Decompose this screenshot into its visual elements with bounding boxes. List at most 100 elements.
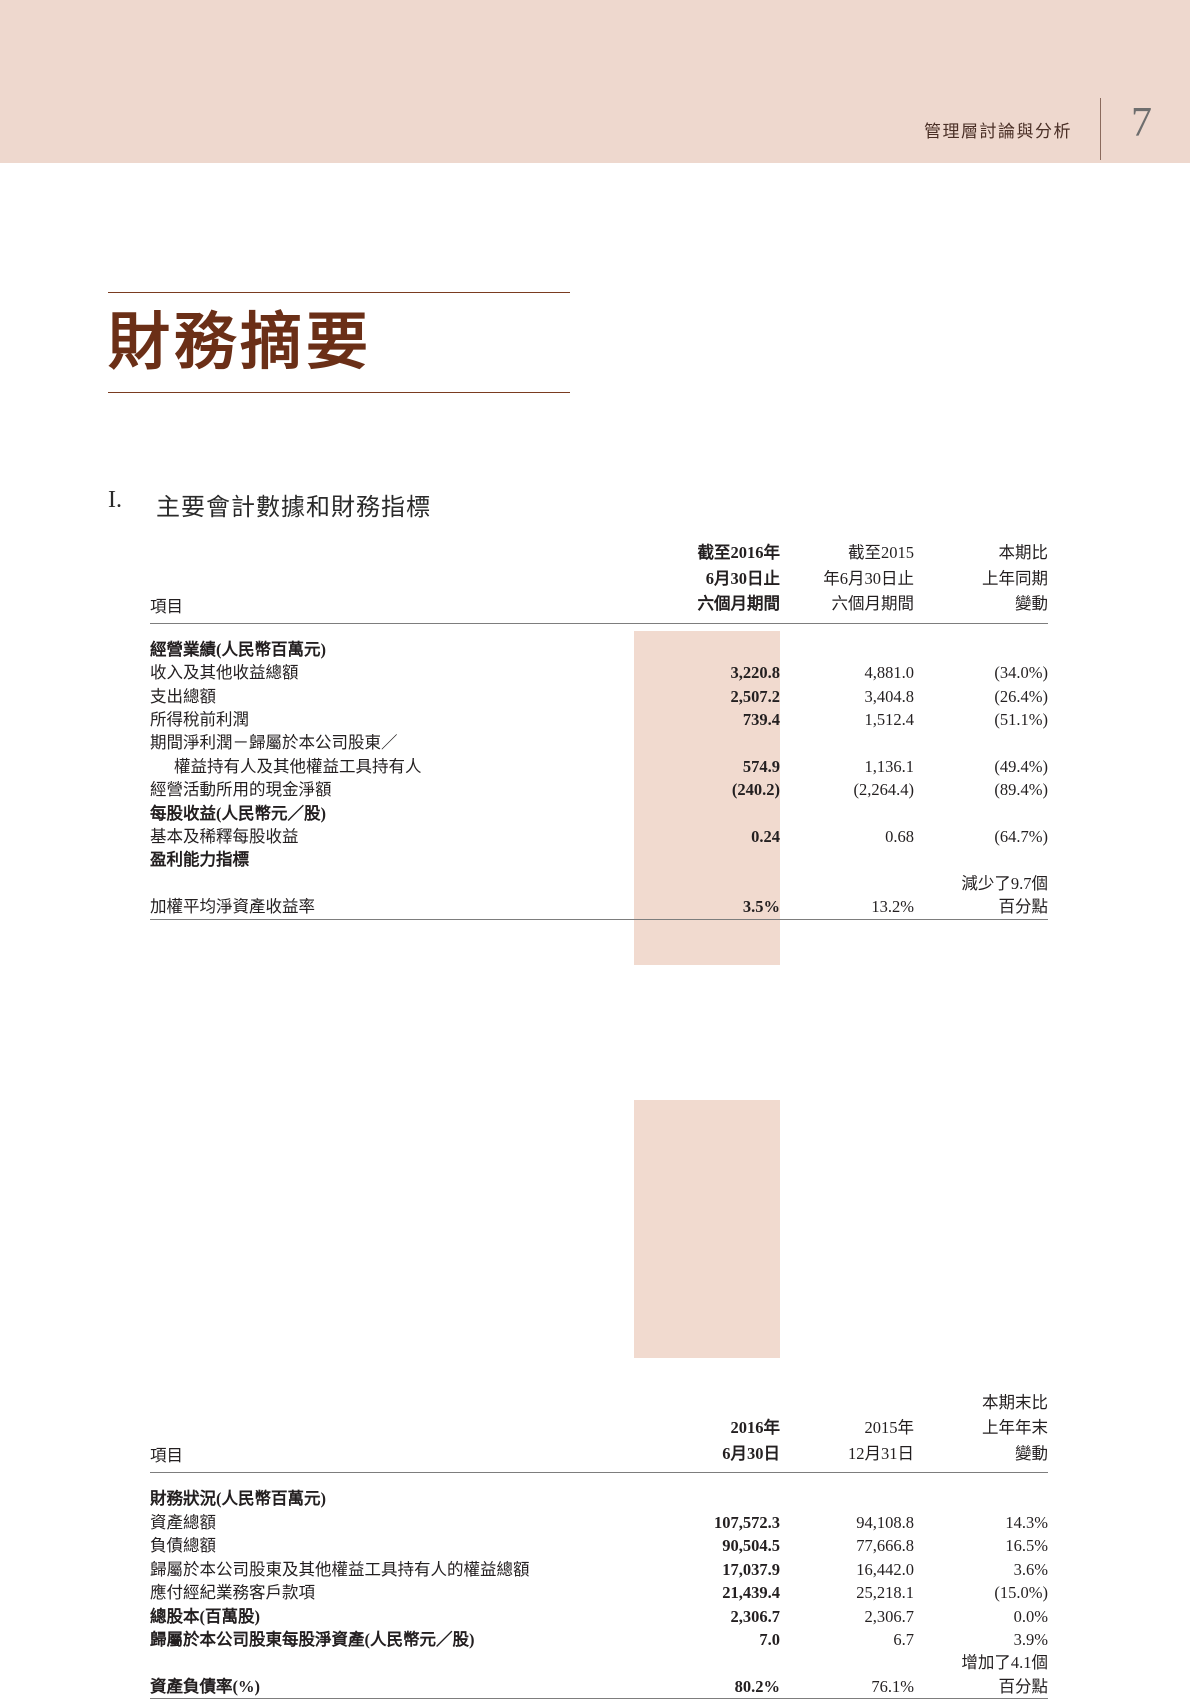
row-value-col2 [780,731,914,754]
row-value-col1 [634,802,780,825]
page-title: 財務摘要 [108,309,373,377]
row-value-col3: 3.9% [1013,1629,1048,1649]
row-value-col3: 百分點 [998,1676,1049,1696]
table-two-label-header: 項目 [150,1446,183,1466]
row-label: 應付經紀業務客戶款項 [150,1583,315,1603]
row-value-col3: (34.0%) [994,663,1048,683]
table-row: 經營業績(人民幣百萬元) [150,638,1048,661]
row-label: 總股本(百萬股) [150,1606,260,1626]
table-row: 負債總額 90,504.5 77,666.8 16.5% [150,1534,1048,1557]
row-label: 盈利能力指標 [150,850,249,870]
row-value-col3: (89.4%) [994,780,1048,800]
table-two: 項目 2016年 6月30日 2015年 12月31日 本期末比 上年年末 變動… [150,1390,1048,1701]
table-row: 歸屬於本公司股東每股淨資產(人民幣元／股) 7.0 6.7 3.9% [150,1628,1048,1651]
table-row: 支出總額 2,507.2 3,404.8 (26.4%) [150,685,1048,708]
document-title-block: 財務摘要 [108,292,570,393]
table-two-col3-header: 本期末比 上年年末 變動 [982,1392,1048,1463]
row-value-col1 [634,848,780,871]
page-header-band: 管理層討論與分析 7 [0,0,1190,163]
table-one-header-spacer [150,623,1048,638]
table-row: 加權平均淨資產收益率 3.5% 13.2% 百分點 [150,895,1048,919]
row-label: 基本及稀釋每股收益 [150,827,299,847]
table-two-header-spacer [150,1473,1048,1488]
row-value-col1: 107,572.3 [714,1512,780,1532]
row-value-col1: 17,037.9 [722,1559,780,1579]
row-value-col1: 7.0 [759,1629,780,1649]
table-row: 所得稅前利潤 739.4 1,512.4 (51.1%) [150,708,1048,731]
section-heading-text: 主要會計數據和財務指標 [156,495,431,521]
row-value-col1 [634,638,780,661]
header-divider [1100,98,1101,160]
row-value-col1: 90,504.5 [722,1536,780,1556]
row-label: 每股收益(人民幣元／股) [150,803,326,823]
page-header-content: 管理層討論與分析 7 [924,98,1152,160]
table-one-header-rule [150,616,1048,624]
row-value-col3: 百分點 [998,897,1049,917]
row-label: 歸屬於本公司股東每股淨資產(人民幣元／股) [150,1629,475,1649]
row-value-col2: 13.2% [871,897,914,917]
row-label: 支出總額 [150,686,216,706]
financial-position-table: 項目 2016年 6月30日 2015年 12月31日 本期末比 上年年末 變動… [150,1390,1048,1701]
table-one-bottom-rule [150,918,1048,922]
row-label: 資產負債率(%) [150,1676,260,1696]
table-row: 權益持有人及其他權益工具持有人 574.9 1,136.1 (49.4%) [150,755,1048,778]
row-value-col3 [914,1487,1048,1510]
highlight-column-band-table-two [634,1100,780,1358]
row-value-col2: 4,881.0 [864,663,915,683]
table-row: 總股本(百萬股) 2,306.7 2,306.7 0.0% [150,1605,1048,1628]
row-label: 歸屬於本公司股東及其他權益工具持有人的權益總額 [150,1559,530,1579]
row-value-col1: 0.24 [751,827,780,847]
row-label: 負債總額 [150,1536,216,1556]
row-value-col2: (2,264.4) [853,780,915,800]
row-label: 加權平均淨資產收益率 [150,897,315,917]
row-value-col1 [634,1487,780,1510]
table-one-col1-header: 截至2016年 6月30日止 六個月期間 [697,543,781,614]
row-label [150,1651,634,1674]
table-one-col2-header: 截至2015 年6月30日止 六個月期間 [823,543,914,614]
table-row: 經營活動所用的現金淨額 (240.2) (2,264.4) (89.4%) [150,778,1048,801]
row-value-col2 [780,848,914,871]
row-label: 權益持有人及其他權益工具持有人 [174,756,422,776]
table-one-body: 經營業績(人民幣百萬元) 收入及其他收益總額 3,220.8 4,881.0 (34.… [150,638,1048,920]
row-value-col1 [634,1651,780,1674]
row-value-col2: 0.68 [885,827,914,847]
row-value-col3: (15.0%) [994,1583,1048,1603]
table-two-col2-header: 2015年 12月31日 [848,1418,914,1463]
row-label: 收入及其他收益總額 [150,663,299,683]
running-header-title: 管理層討論與分析 [924,121,1072,141]
row-value-col2 [780,872,914,895]
row-value-col3 [914,638,1048,661]
highlight-column-band-table-one [634,631,780,965]
row-value-col2: 25,218.1 [856,1583,914,1603]
table-row: 增加了4.1個 [150,1651,1048,1674]
row-label: 所得稅前利潤 [150,709,249,729]
row-value-col2: 1,512.4 [864,709,915,729]
table-row: 盈利能力指標 [150,848,1048,871]
row-value-col3: (64.7%) [994,827,1048,847]
row-value-col1: 80.2% [734,1676,780,1696]
row-value-col2 [780,1651,914,1674]
table-row: 每股收益(人民幣元／股) [150,802,1048,825]
row-label [150,872,634,895]
row-value-col1 [634,731,780,754]
table-two-body: 財務狀況(人民幣百萬元) 資產總額 107,572.3 94,108.8 14.3% 負… [150,1487,1048,1698]
table-row: 資產總額 107,572.3 94,108.8 14.3% [150,1511,1048,1534]
row-value-col3: 0.0% [1013,1606,1048,1626]
table-one-footer [150,918,1048,922]
row-label: 經營業績(人民幣百萬元) [150,639,326,659]
table-two-header-row: 項目 2016年 6月30日 2015年 12月31日 本期末比 上年年末 變動 [150,1390,1048,1467]
row-value-col3: 16.5% [1005,1536,1048,1556]
table-two-col1-header: 2016年 6月30日 [722,1418,780,1463]
row-value-col2 [780,1487,914,1510]
row-value-col3 [914,802,1048,825]
row-label: 期間淨利潤－歸屬於本公司股東／ [150,733,398,753]
table-row: 資產負債率(%) 80.2% 76.1% 百分點 [150,1675,1048,1699]
table-two-header: 項目 2016年 6月30日 2015年 12月31日 本期末比 上年年末 變動 [150,1390,1048,1488]
table-row: 減少了9.7個 [150,872,1048,895]
table-one-header: 項目 截至2016年 6月30日止 六個月期間 截至2015 年6月30日止 六… [150,540,1048,638]
table-row: 收入及其他收益總額 3,220.8 4,881.0 (34.0%) [150,661,1048,684]
row-value-col3: (49.4%) [994,756,1048,776]
row-value-col2: 76.1% [871,1676,914,1696]
row-value-col3: (26.4%) [994,686,1048,706]
row-value-col1 [634,872,780,895]
